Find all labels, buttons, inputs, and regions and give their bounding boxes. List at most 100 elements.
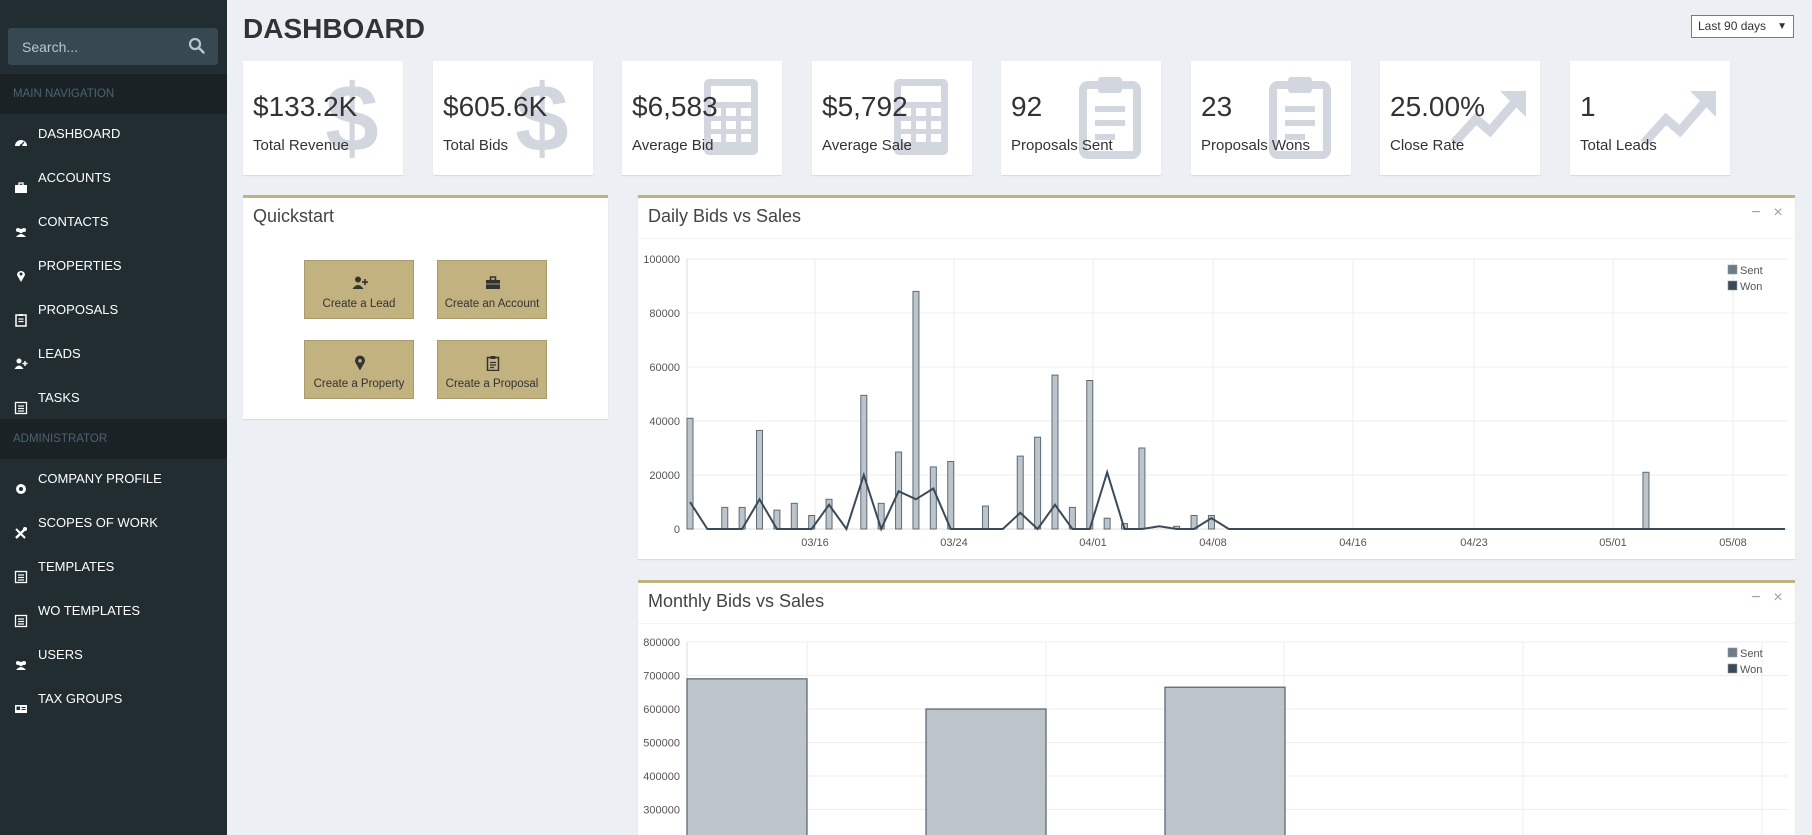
kpi-value: 92 [1011,91,1043,122]
collapse-icon[interactable]: − [1751,204,1761,221]
kpi-label: Total Bids [443,137,509,154]
clipboard-icon [1269,77,1331,159]
tools-icon [14,516,28,539]
trend-up-icon [1450,91,1526,147]
bar-sent [947,461,955,530]
close-icon[interactable]: × [1773,589,1783,606]
kpi-proposals-sent: 92 Proposals Sent [1001,61,1161,175]
kpi-value: $605.6K [443,91,548,122]
kpi-close-rate: 25.00% Close Rate [1380,61,1540,175]
svg-text:$: $ [325,73,378,161]
list-icon [14,391,28,415]
kpi-label: Average Sale [822,137,912,154]
button-label: Create a Lead [322,298,396,310]
administrator-header: ADMINISTRATOR [0,419,227,459]
button-label: Create an Account [444,298,540,310]
page-title: DASHBOARD [243,13,425,44]
briefcase-icon [486,276,500,289]
legend-label: Won [1740,664,1762,676]
legend-label: Sent [1740,648,1763,660]
trend-up-icon [1640,91,1716,147]
search-icon[interactable] [188,37,208,57]
bar-sent [1164,686,1286,835]
sidebar-item-dashboard[interactable]: DASHBOARD [0,114,227,154]
search-input[interactable] [8,28,178,65]
user-plus-icon [352,276,368,289]
sidebar-item-tasks[interactable]: TASKS [0,378,227,418]
y-tick-label: 700000 [643,671,680,683]
close-icon[interactable]: × [1773,204,1783,221]
chart-title: Monthly Bids vs Sales [648,591,825,611]
sidebar-item-leads[interactable]: LEADS [0,334,227,374]
date-range-select[interactable]: Last 90 days ▼ [1691,15,1794,38]
sidebar: MAIN NAVIGATION DASHBOARD ACCOUNTS CONTA… [0,0,227,835]
kpi-proposals-won: 23 Proposals Wons [1191,61,1351,175]
clipboard-icon [1079,77,1141,159]
quickstart-title: Quickstart [253,206,335,226]
legend-swatch [1727,647,1738,658]
clipboard-icon [486,356,500,371]
sidebar-item-properties[interactable]: PROPERTIES [0,246,227,286]
y-tick-label: 100000 [643,254,680,266]
kpi-value: 23 [1201,91,1233,122]
sidebar-item-label: LEADS [38,346,81,361]
box-header-divider [638,238,1795,239]
bar-sent [686,417,694,530]
user-plus-icon [14,347,28,369]
bar-sent [981,505,989,530]
sidebar-item-label: SCOPES OF WORK [38,515,158,530]
kpi-value: $5,792 [822,91,908,122]
caret-down-icon: ▼ [1777,21,1787,32]
create-lead-button[interactable]: Create a Lead [304,260,414,319]
y-tick-label: 300000 [643,805,680,817]
button-label: Create a Property [313,378,405,390]
bar-sent [1642,471,1650,530]
kpi-value: $6,583 [632,91,718,122]
button-label: Create a Proposal [445,378,539,390]
create-account-button[interactable]: Create an Account [437,260,547,319]
bar-sent [929,466,937,530]
y-tick-label: 40000 [649,416,680,428]
x-tick-label: 05/01 [1599,537,1627,549]
quickstart-box: Quickstart Create a Lead Create an Accou… [243,195,608,419]
kpi-label: Proposals Wons [1201,137,1310,154]
monthly-bids-vs-sales-box: Monthly Bids vs Sales − × 300000 400000 50… [638,580,1795,835]
sidebar-item-proposals[interactable]: PROPOSALS [0,290,227,330]
main-navigation-header: MAIN NAVIGATION [0,74,227,114]
sidebar-item-label: ACCOUNTS [38,170,111,185]
create-property-button[interactable]: Create a Property [304,340,414,399]
dollar-icon: $ [325,73,378,161]
bar-sent [1103,517,1111,530]
bar-sent [1207,515,1215,530]
kpi-label: Proposals Sent [1011,137,1113,154]
sidebar-item-label: USERS [38,647,83,662]
sidebar-item-tax-groups[interactable]: TAX GROUPS [0,679,227,719]
chart-title: Daily Bids vs Sales [648,206,802,226]
sidebar-item-templates[interactable]: TEMPLATES [0,547,227,587]
y-tick-label: 400000 [643,771,680,783]
calculator-icon [894,79,948,155]
kpi-total-leads: 1 Total Leads [1570,61,1730,175]
clipboard-icon [14,303,28,327]
sidebar-item-wo-templates[interactable]: WO TEMPLATES [0,591,227,631]
bar-sent [925,708,1047,835]
bar-sent [1034,436,1042,530]
y-tick-label: 800000 [643,637,680,649]
users-icon [14,215,28,237]
sidebar-item-accounts[interactable]: ACCOUNTS [0,158,227,198]
daily-bids-chart: 0 20000 40000 60000 80000 100000 03/16 03/24 04/… [643,254,1788,549]
monthly-bids-chart: 300000 400000 500000 600000 700000 800000 Sent… [643,637,1788,835]
sidebar-item-company-profile[interactable]: COMPANY PROFILE [0,459,227,499]
bar-sent [860,394,868,530]
sidebar-item-contacts[interactable]: CONTACTS [0,202,227,242]
sidebar-item-scopes-of-work[interactable]: SCOPES OF WORK [0,503,227,543]
sidebar-item-users[interactable]: USERS [0,635,227,675]
line-won [689,468,1785,532]
collapse-icon[interactable]: − [1751,589,1761,606]
svg-text:$: $ [515,73,568,161]
y-tick-label: 60000 [649,362,680,374]
y-tick-label: 0 [674,524,680,536]
x-tick-label: 04/01 [1079,537,1107,549]
create-proposal-button[interactable]: Create a Proposal [437,340,547,399]
kpi-label: Total Revenue [253,137,349,154]
